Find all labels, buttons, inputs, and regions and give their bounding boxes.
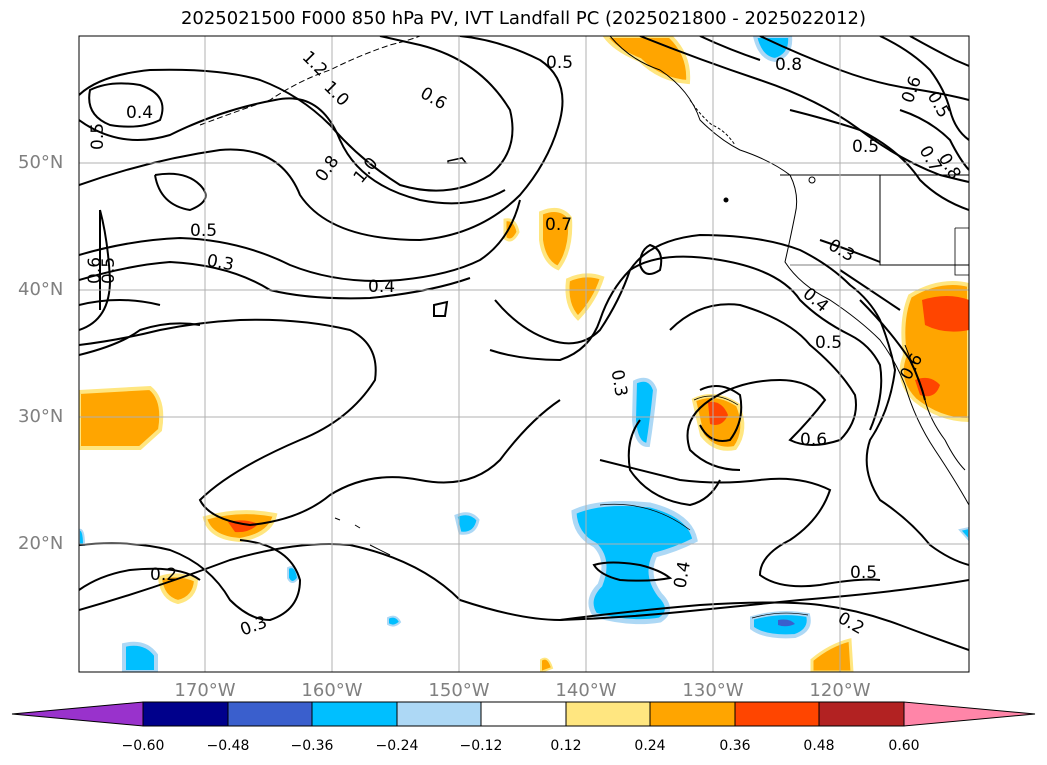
shade-negative (752, 36, 793, 63)
lon-label: 140°W (555, 680, 617, 701)
contour-label: 0.4 (368, 277, 395, 297)
colorbar-tick: 0.12 (550, 738, 582, 754)
colorbar-cell (649, 701, 736, 727)
plot-frame (78, 35, 970, 673)
shade-negative (387, 615, 402, 627)
colorbar-tick: −0.48 (206, 738, 250, 754)
colorbar-tick: 0.36 (719, 738, 751, 754)
colorbar-cell (734, 701, 820, 727)
contour-label: 0.5 (99, 257, 119, 284)
contour-label: 0.5 (88, 123, 108, 150)
shade-positive (79, 385, 164, 450)
lat-label: 50°N (18, 152, 64, 173)
shade-positive (810, 638, 854, 672)
shade-positive (503, 218, 520, 242)
lat-label: 40°N (18, 279, 64, 300)
colorbar-tick: −0.12 (459, 738, 503, 754)
map-title: 2025021500 F000 850 hPa PV, IVT Landfall… (180, 8, 867, 29)
lon-label: 120°W (809, 680, 871, 701)
lat-label: 20°N (18, 533, 64, 554)
contour-label: 0.6 (800, 430, 827, 450)
lon-label: 130°W (682, 680, 744, 701)
colorbar-cell (565, 701, 651, 727)
shade-negative (958, 526, 969, 542)
colorbar-cell (396, 701, 482, 727)
shade-positive-strong (922, 296, 969, 332)
contour-label: 0.5 (546, 53, 573, 73)
gridlines (79, 36, 969, 672)
shade-negative-strong (778, 619, 795, 627)
shade-positive (540, 657, 554, 672)
shade-positive (565, 273, 605, 321)
shade-negative (79, 528, 86, 546)
contour-label: 0.5 (850, 563, 877, 583)
shade-negative (454, 512, 480, 535)
shade-positive-strong (915, 377, 940, 397)
colorbar (11, 701, 1036, 727)
colorbar-tick: −0.36 (290, 738, 334, 754)
shade-negative (631, 377, 658, 448)
contour-label: 0.3 (607, 368, 631, 398)
contour-label: 0.7 (545, 215, 572, 235)
colorbar-tick: −0.24 (375, 738, 419, 754)
colorbar-cell (903, 701, 1036, 727)
colorbar-tick: 0.48 (803, 738, 835, 754)
colorbar-tick: 0.60 (888, 738, 920, 754)
contour-label: 0.3 (205, 251, 235, 275)
pv-contours (79, 36, 969, 651)
colorbar-tick: −0.60 (121, 738, 165, 754)
colorbar-cell (11, 701, 144, 727)
contour-label: 0.8 (775, 55, 802, 75)
colorbar-cell (142, 701, 229, 727)
colorbar-tick: 0.24 (634, 738, 666, 754)
contour-label: 0.4 (126, 103, 153, 123)
contour-label: 0.5 (852, 137, 879, 157)
contour-label: 0.5 (190, 221, 217, 241)
shaded-fields (79, 36, 969, 672)
contour-label: 0.6 (85, 257, 105, 284)
shade-positive (539, 207, 573, 271)
lon-label: 170°W (174, 680, 236, 701)
contour-label: 0.4 (670, 560, 694, 590)
colorbar-cell (818, 701, 905, 727)
colorbar-cell (480, 701, 567, 727)
lon-label: 150°W (428, 680, 490, 701)
contour-label: 0.5 (815, 333, 842, 353)
contour-label: 0.2 (150, 565, 177, 585)
colorbar-cell (227, 701, 313, 727)
lat-label: 30°N (18, 406, 64, 427)
lon-label: 160°W (301, 680, 363, 701)
colorbar-cell (311, 701, 398, 727)
shade-negative (122, 641, 158, 672)
